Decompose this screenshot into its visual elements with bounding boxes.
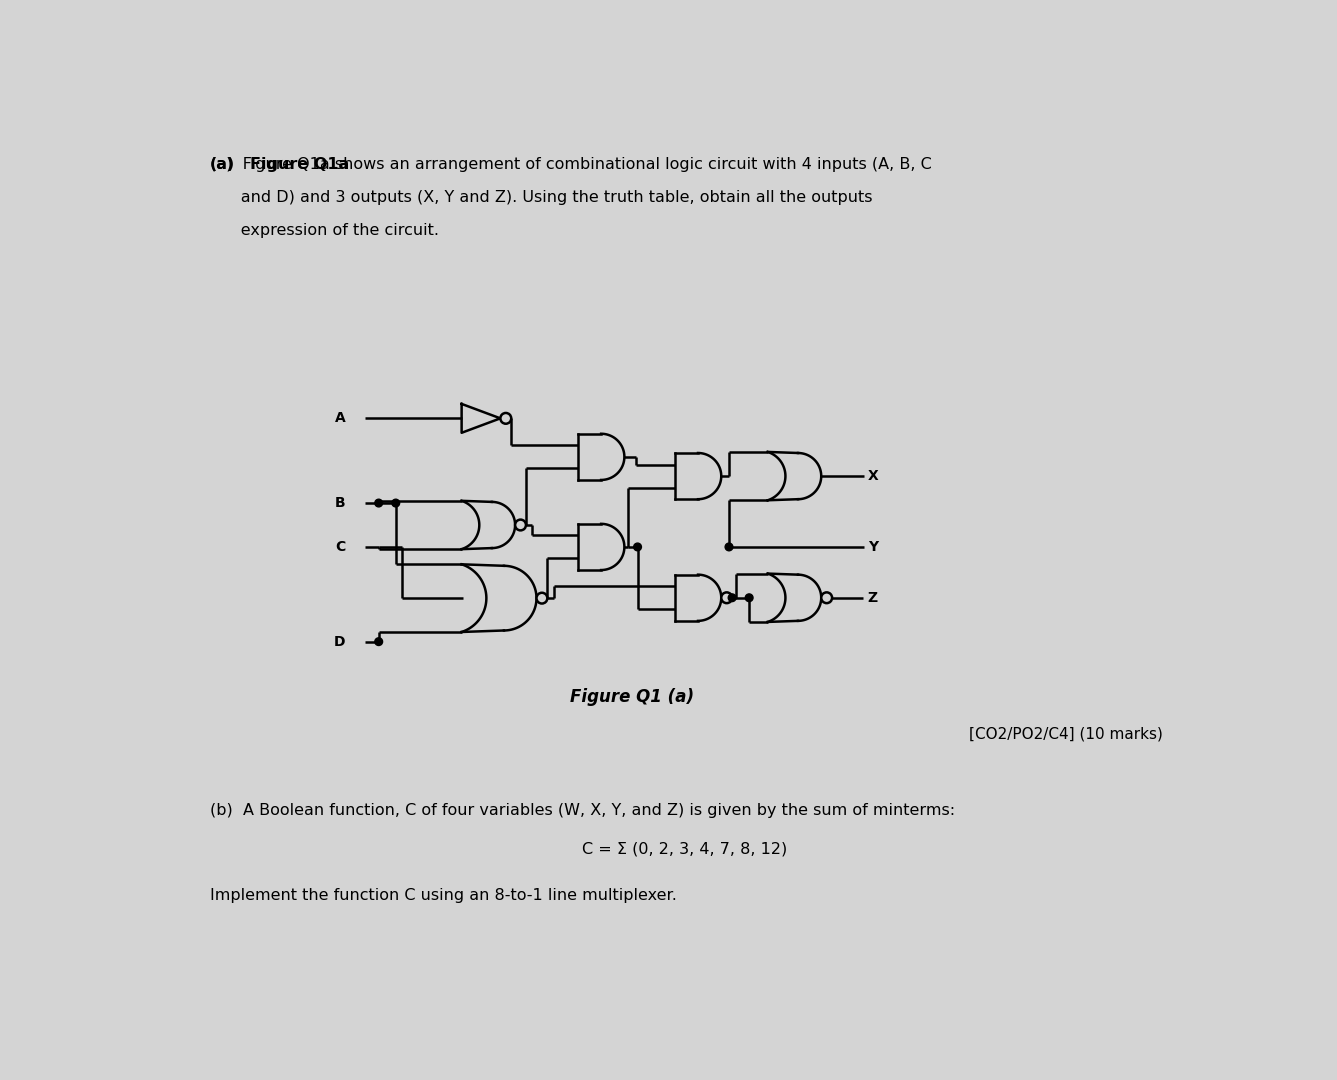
Circle shape bbox=[392, 499, 400, 507]
Circle shape bbox=[374, 638, 382, 646]
Text: (b)  A Boolean function, C of four variables (W, X, Y, and Z) is given by the su: (b) A Boolean function, C of four variab… bbox=[210, 804, 955, 819]
Text: [CO2/PO2/C4] (10 marks): [CO2/PO2/C4] (10 marks) bbox=[969, 727, 1163, 741]
Text: and D) and 3 outputs (X, Y and Z). Using the truth table, obtain all the outputs: and D) and 3 outputs (X, Y and Z). Using… bbox=[210, 190, 872, 205]
Text: B: B bbox=[334, 496, 345, 510]
Text: Figure Q1 (a): Figure Q1 (a) bbox=[570, 688, 694, 706]
Text: A: A bbox=[334, 411, 345, 426]
Text: Figure Q1a: Figure Q1a bbox=[250, 157, 349, 172]
Circle shape bbox=[500, 413, 511, 423]
Circle shape bbox=[374, 499, 382, 507]
Text: X: X bbox=[868, 469, 878, 483]
Text: D: D bbox=[334, 635, 345, 649]
Circle shape bbox=[634, 543, 642, 551]
Circle shape bbox=[729, 594, 735, 602]
Text: C: C bbox=[336, 540, 345, 554]
Circle shape bbox=[725, 543, 733, 551]
Circle shape bbox=[745, 594, 753, 602]
Text: (a): (a) bbox=[210, 157, 235, 172]
Text: (a)  Figure Q1a shows an arrangement of combinational logic circuit with 4 input: (a) Figure Q1a shows an arrangement of c… bbox=[210, 157, 932, 172]
Circle shape bbox=[721, 592, 733, 603]
Text: Y: Y bbox=[868, 540, 878, 554]
Text: Implement the function C using an 8-to-1 line multiplexer.: Implement the function C using an 8-to-1… bbox=[210, 888, 677, 903]
Circle shape bbox=[515, 519, 525, 530]
Text: expression of the circuit.: expression of the circuit. bbox=[210, 222, 439, 238]
Circle shape bbox=[821, 592, 832, 603]
Text: C = Σ (0, 2, 3, 4, 7, 8, 12): C = Σ (0, 2, 3, 4, 7, 8, 12) bbox=[582, 841, 787, 856]
Text: Z: Z bbox=[866, 591, 877, 605]
Circle shape bbox=[536, 593, 547, 604]
